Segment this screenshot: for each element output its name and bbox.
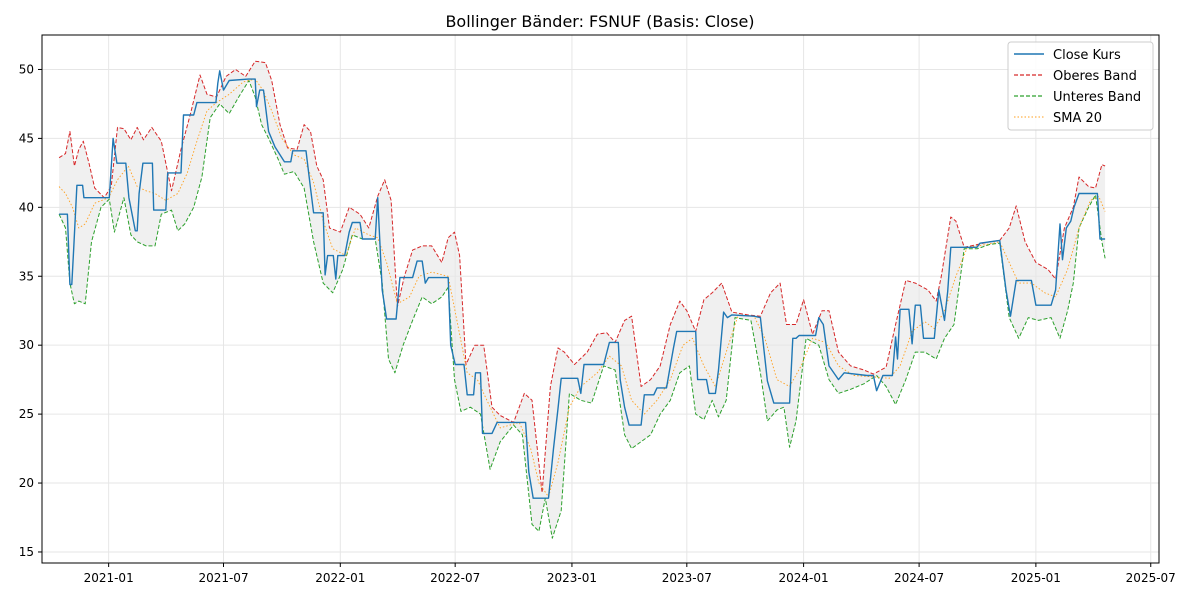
y-tick-label: 15 xyxy=(19,545,34,559)
plot-frame xyxy=(41,34,1160,564)
y-tick-label: 45 xyxy=(19,131,34,145)
x-tick-label: 2023-01 xyxy=(547,571,597,585)
y-tick-label: 30 xyxy=(19,338,34,352)
x-tick-label: 2022-01 xyxy=(315,571,365,585)
series-line-oberes-band xyxy=(58,60,1106,494)
band-fill xyxy=(59,61,1106,539)
y-tick-label: 50 xyxy=(19,62,34,76)
legend-label: Oberes Band xyxy=(1053,69,1137,84)
x-tick-label: 2021-07 xyxy=(198,571,248,585)
x-tick-label: 2024-01 xyxy=(779,571,829,585)
x-tick-label: 2024-07 xyxy=(894,571,944,585)
legend-label: Unteres Band xyxy=(1053,90,1141,105)
band-fill-area xyxy=(59,61,1106,539)
x-tick-label: 2022-07 xyxy=(430,571,480,585)
y-tick-label: 25 xyxy=(19,407,34,421)
legend-label: Close Kurs xyxy=(1053,48,1121,63)
series-line-unteres-band xyxy=(58,80,1106,539)
chart-title: Bollinger Bänder: FSNUF (Basis: Close) xyxy=(445,12,754,31)
y-tick-label: 35 xyxy=(19,269,34,283)
x-tick-label: 2025-01 xyxy=(1011,571,1061,585)
y-tick-label: 20 xyxy=(19,476,34,490)
x-tick-label: 2025-07 xyxy=(1126,571,1176,585)
y-tick-label: 40 xyxy=(19,200,34,214)
x-tick-label: 2021-01 xyxy=(84,571,134,585)
legend-label: SMA 20 xyxy=(1053,111,1102,126)
axis-ticks: 2021-01 2021-07 2022-01 2022-07 2023-01 2023-… xyxy=(19,62,1176,585)
series-lines xyxy=(58,60,1106,539)
legend: Close Kurs Oberes Band Unteres Band SMA 20 xyxy=(1007,41,1154,131)
legend-box xyxy=(1007,41,1154,131)
series-line-close-kurs xyxy=(59,70,1106,499)
x-tick-label: 2023-07 xyxy=(662,571,712,585)
